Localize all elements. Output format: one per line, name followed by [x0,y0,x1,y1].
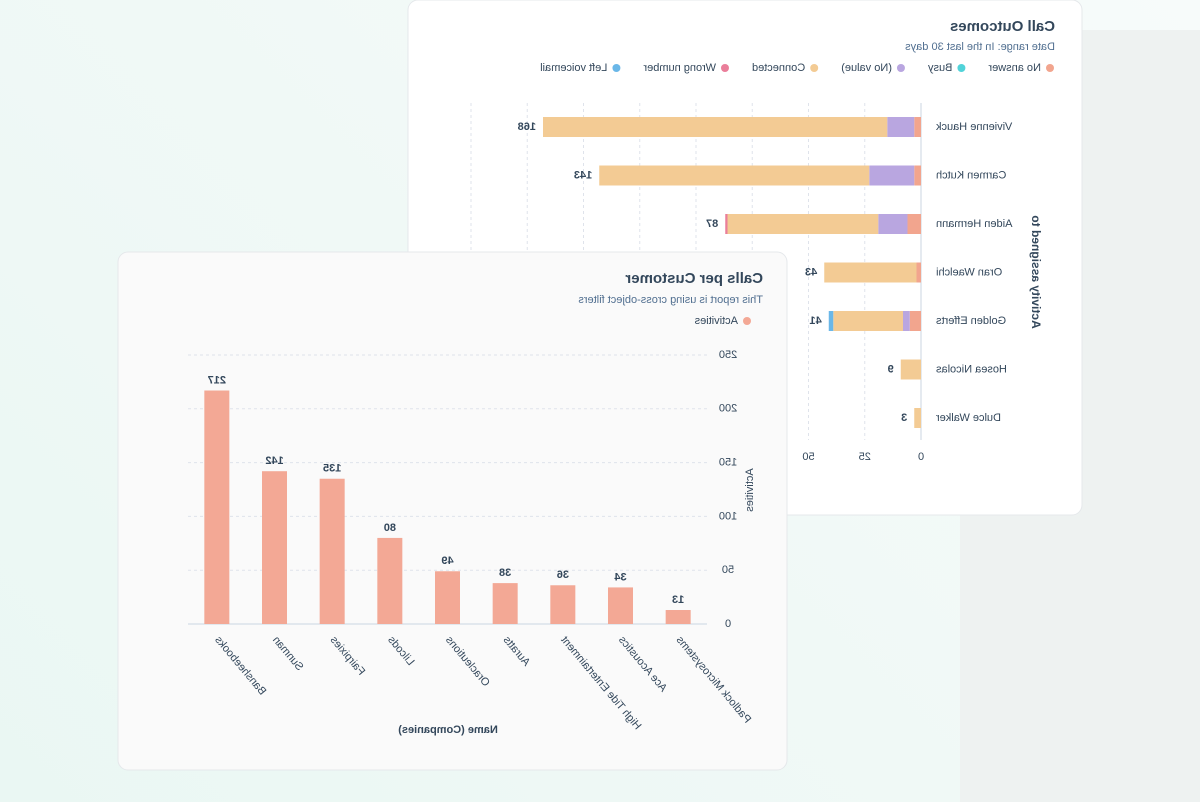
bar-segment [914,408,921,428]
legend-swatch [810,64,819,72]
bar-segment [914,165,921,186]
bar-segment [909,311,921,331]
total-label: 43 [805,266,817,278]
legend-swatch [720,64,729,72]
y-tick-label: Hosea Nicolas [936,363,1007,375]
value-label: 13 [672,594,684,606]
legend-swatch [612,64,621,72]
y-tick-label: 200 [719,403,737,415]
x-tick-label: 50 [802,451,814,463]
total-label: 3 [901,412,907,424]
bar-segment [725,214,728,234]
bar [204,390,230,624]
bar-segment [824,262,917,283]
bar-segment [599,165,870,186]
bar-segment [878,214,908,234]
y-axis-label: Activities [744,468,756,512]
legend-swatch [1046,64,1054,72]
legend-label: Busy [927,62,952,74]
bar-segment [900,359,921,380]
legend-label: No answer [988,62,1041,74]
legend-label: Connected [752,62,805,74]
bar-segment [543,117,888,137]
bar-segment [727,214,879,234]
y-tick-label: Vivienne Hauck [936,121,1013,133]
total-label: 168 [518,121,536,133]
bar [492,583,518,624]
legend-swatch [957,64,966,72]
value-label: 36 [557,569,569,581]
calls-per-customer-card: Calls per Customer This report is using c… [117,251,788,771]
y-tick-label: 150 [719,457,737,469]
bar-segment [907,214,921,234]
bar [665,610,691,624]
value-label: 80 [384,522,396,534]
bar-segment [914,117,921,137]
total-label: 41 [810,315,822,327]
x-axis-label: Name (Companies) [398,724,498,736]
y-tick-label: 50 [722,564,734,576]
total-label: 143 [574,169,592,181]
y-tick-label: Oran Waelchi [936,266,1002,278]
bar-segment [916,262,921,283]
value-label: 38 [499,567,511,579]
value-label: 142 [265,455,283,467]
chart-title: Calls per Customer [625,270,763,287]
y-tick-label: 100 [719,510,737,522]
chart-title: Call Outcomes [950,18,1055,35]
bar [377,537,403,624]
y-axis-label: Activity assigned to [1029,215,1043,328]
bar [435,571,460,624]
total-label: 87 [706,218,718,230]
x-tick-label: 0 [918,451,924,463]
x-tick-label: 25 [859,451,871,463]
total-label: 9 [888,363,894,375]
bar-segment [869,165,915,186]
bar [550,585,576,624]
value-label: 135 [323,463,341,475]
value-label: 217 [208,374,226,386]
bar [262,471,287,624]
value-label: 49 [441,555,453,567]
y-tick-label: Aiden Hermann [936,218,1012,230]
legend-label: Activities [694,315,738,327]
bar-segment [828,311,834,331]
legend-label: Wrong number [643,62,716,74]
legend-label: Left voicemail [540,62,607,74]
legend-swatch [896,64,905,72]
bar-segment [833,311,903,331]
card [117,251,788,771]
chart-subtitle: Date range: In the last 30 days [905,41,1055,53]
bar-segment [903,311,910,331]
bar [319,478,345,624]
bar [608,587,633,624]
y-tick-label: Golden Efferts [936,315,1007,327]
y-tick-label: 250 [719,349,737,361]
legend-swatch [743,317,751,325]
y-tick-label: 0 [725,618,731,630]
y-tick-label: Dulce Walker [936,412,1001,424]
legend-label: (No value) [841,62,892,74]
value-label: 34 [614,571,627,583]
chart-subtitle: This report is using cross-object filter… [578,294,763,306]
bar-segment [887,117,915,137]
y-tick-label: Carmen Kutch [936,169,1006,181]
